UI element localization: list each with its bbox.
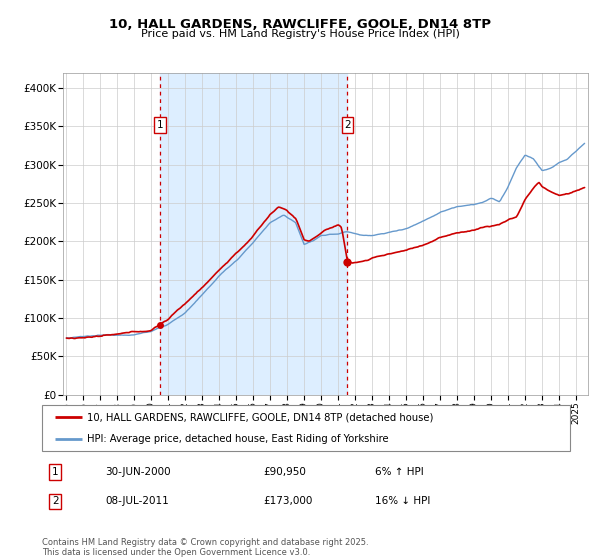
Text: £90,950: £90,950 xyxy=(264,468,307,477)
Text: Price paid vs. HM Land Registry's House Price Index (HPI): Price paid vs. HM Land Registry's House … xyxy=(140,29,460,39)
Text: 6% ↑ HPI: 6% ↑ HPI xyxy=(374,468,424,477)
Text: 30-JUN-2000: 30-JUN-2000 xyxy=(106,468,171,477)
Text: £173,000: £173,000 xyxy=(264,496,313,506)
Text: 1: 1 xyxy=(52,468,59,477)
Text: Contains HM Land Registry data © Crown copyright and database right 2025.
This d: Contains HM Land Registry data © Crown c… xyxy=(42,538,368,557)
Text: 2: 2 xyxy=(344,120,351,130)
Text: 08-JUL-2011: 08-JUL-2011 xyxy=(106,496,169,506)
Text: HPI: Average price, detached house, East Riding of Yorkshire: HPI: Average price, detached house, East… xyxy=(87,435,389,444)
FancyBboxPatch shape xyxy=(42,405,570,451)
Text: 10, HALL GARDENS, RAWCLIFFE, GOOLE, DN14 8TP: 10, HALL GARDENS, RAWCLIFFE, GOOLE, DN14… xyxy=(109,18,491,31)
Text: 10, HALL GARDENS, RAWCLIFFE, GOOLE, DN14 8TP (detached house): 10, HALL GARDENS, RAWCLIFFE, GOOLE, DN14… xyxy=(87,412,433,422)
Text: 16% ↓ HPI: 16% ↓ HPI xyxy=(374,496,430,506)
Text: 1: 1 xyxy=(157,120,163,130)
Text: 2: 2 xyxy=(52,496,59,506)
Bar xyxy=(160,73,347,395)
